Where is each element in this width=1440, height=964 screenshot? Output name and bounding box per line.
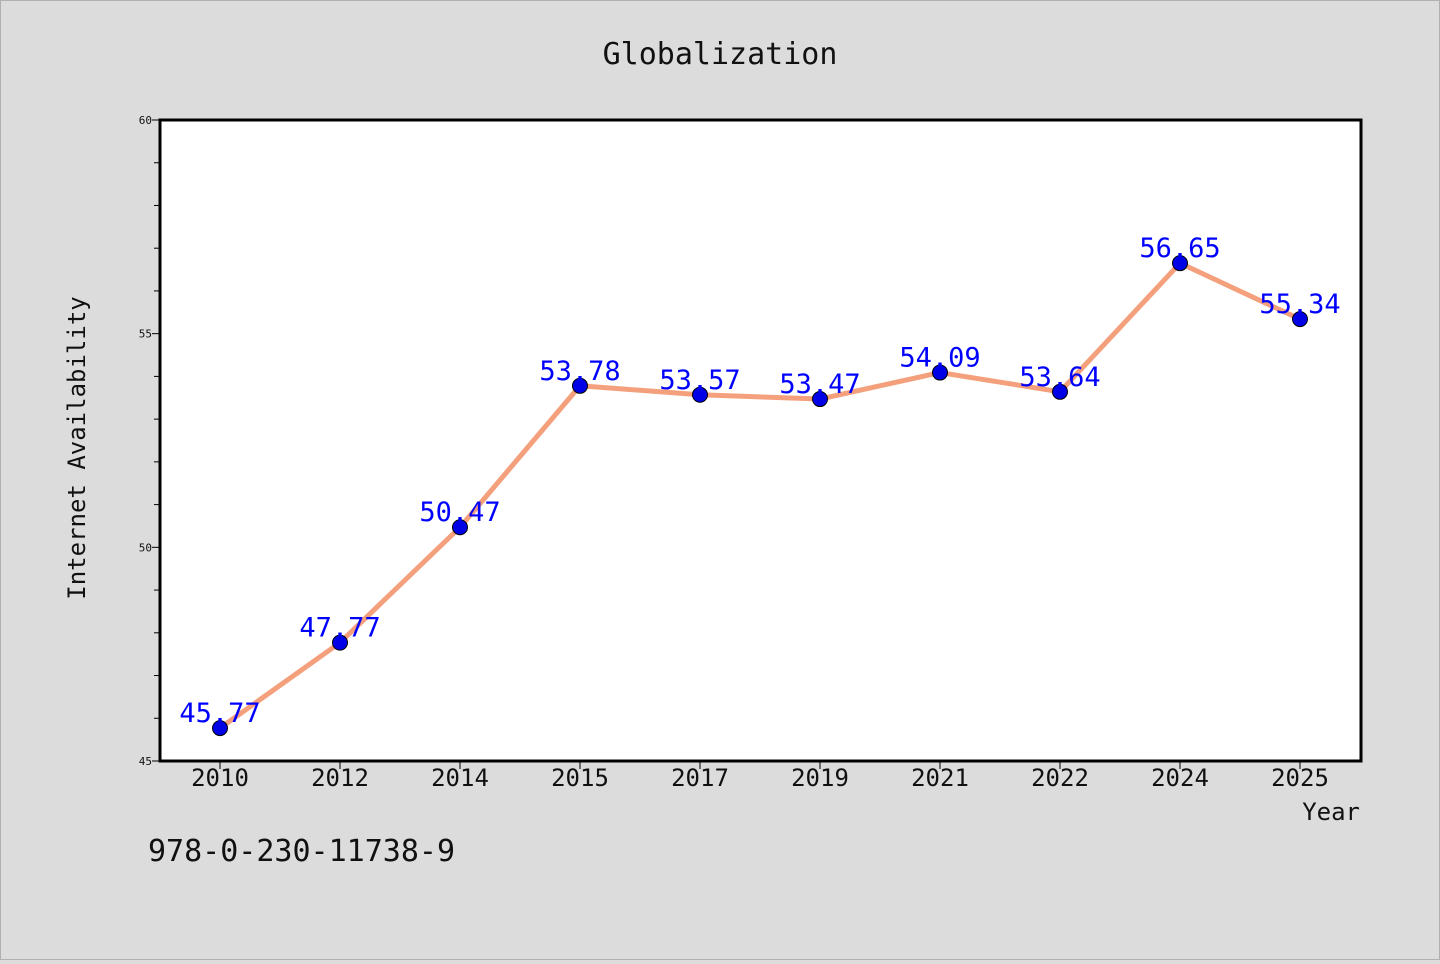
data-label: 47.77: [299, 613, 380, 644]
x-axis-ticks: 2010 2012 2014 2015 2017 2019 2021 2022 2024 2025: [191, 761, 1329, 792]
data-point: [572, 377, 588, 394]
data-label: 55.34: [1259, 289, 1340, 320]
x-tick-label: 2012: [311, 764, 369, 792]
x-tick-label: 2010: [191, 764, 249, 792]
data-label: 53.78: [539, 356, 620, 387]
x-tick-label: 2017: [671, 764, 729, 792]
data-point: [1172, 255, 1188, 272]
data-label-group: 45.77 47.77 50.47 53.78 53.57 53.47 54.09 53.64…: [179, 233, 1340, 729]
data-label: 53.64: [1019, 362, 1100, 393]
isbn-code: 978-0-230-11738-9: [148, 834, 456, 869]
x-tick-label: 2014: [431, 764, 489, 792]
series-line: [217, 260, 1303, 731]
data-label: 54.09: [899, 343, 980, 374]
series-line-group: [212, 255, 1308, 737]
data-point: [932, 364, 948, 381]
y-tick-label: 50: [139, 541, 152, 554]
data-point: [452, 519, 468, 536]
data-label: 50.47: [419, 497, 500, 528]
data-point: [212, 720, 228, 737]
data-point: [812, 391, 828, 408]
x-tick-label: 2015: [551, 764, 609, 792]
data-point: [1292, 311, 1308, 328]
x-axis-label: Year: [1302, 798, 1360, 826]
y-tick-label: 60: [139, 114, 152, 127]
x-tick-label: 2019: [791, 764, 849, 792]
x-tick-label: 2024: [1151, 764, 1209, 792]
data-label: 56.65: [1139, 233, 1220, 264]
y-tick-label: 55: [139, 328, 152, 341]
y-axis-ticks: 45 50 55 60: [139, 114, 160, 768]
chart-title: Globalization: [603, 37, 838, 72]
data-point: [1052, 383, 1068, 400]
data-label: 45.77: [179, 698, 260, 729]
plot-area: [158, 118, 1363, 763]
x-tick-label: 2021: [911, 764, 969, 792]
y-axis-label: Internet Availability: [63, 296, 91, 599]
x-tick-label: 2025: [1271, 764, 1329, 792]
data-label: 53.47: [779, 369, 860, 400]
y-tick-label: 45: [139, 755, 152, 768]
data-point: [692, 386, 708, 403]
data-point: [332, 634, 348, 651]
data-label: 53.57: [659, 365, 740, 396]
x-tick-label: 2022: [1031, 764, 1089, 792]
